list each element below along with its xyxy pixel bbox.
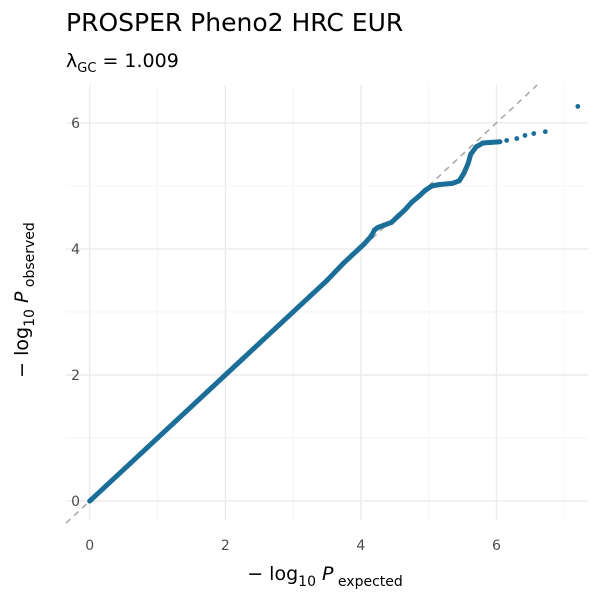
plot-area: [65, 84, 588, 524]
y-label-sub: observed: [22, 222, 38, 291]
point-band-segment: [155, 419, 177, 441]
point-band-segment: [138, 435, 161, 457]
x-axis-label: − log10 P expected: [247, 563, 403, 590]
x-tick-label: 6: [492, 538, 501, 554]
data-point: [542, 129, 548, 135]
point-band-segment: [205, 372, 228, 394]
x-tick-label: 4: [356, 538, 365, 554]
chart-title: PROSPER Pheno2 HRC EUR: [66, 8, 403, 37]
y-tick-label: 0: [71, 494, 80, 510]
y-tick-label: 4: [71, 242, 80, 258]
y-label-var: P: [11, 291, 33, 309]
chart-subtitle: λGC = 1.009: [66, 50, 179, 76]
point-band-segment: [256, 325, 279, 346]
data-point: [575, 104, 581, 109]
lambda-symbol: λ: [66, 50, 77, 72]
point-band-segment: [324, 260, 347, 283]
data-points: [87, 104, 581, 504]
y-tick-label: 2: [71, 368, 80, 384]
point-band-segment: [341, 247, 361, 266]
point-band-segment: [273, 309, 296, 331]
data-point: [522, 133, 528, 138]
x-label-prefix: − log: [247, 563, 298, 585]
y-label-base: 10: [22, 309, 38, 327]
point-band-segment: [239, 340, 262, 362]
x-label-var: P: [316, 563, 334, 585]
x-label-sub: expected: [333, 574, 402, 590]
point-band-segment: [307, 277, 330, 299]
y-axis-label: − log10 P observed: [11, 222, 38, 378]
data-point: [514, 136, 520, 141]
x-axis-ticks: 0 2 4 6: [85, 538, 501, 554]
point-band-segment: [171, 404, 194, 425]
x-tick-label: 2: [221, 538, 230, 554]
lambda-value: 1.009: [124, 50, 178, 72]
point-band-segment: [87, 482, 110, 504]
point-band-segment: [290, 293, 313, 315]
point-band-segment: [104, 467, 127, 488]
x-label-base: 10: [298, 574, 316, 590]
y-label-prefix: − log: [11, 327, 33, 378]
y-axis-ticks: 0 2 4 6: [71, 116, 80, 510]
x-tick-label: 0: [85, 538, 94, 554]
data-point: [531, 131, 537, 136]
lambda-equals: =: [96, 50, 124, 72]
lambda-subscript: GC: [77, 61, 96, 76]
point-band-segment: [121, 451, 144, 473]
point-band-segment: [222, 356, 245, 378]
data-point: [504, 138, 510, 143]
point-band-segment: [488, 139, 503, 145]
point-band-segment: [188, 388, 211, 410]
y-tick-label: 6: [71, 116, 80, 132]
grid: [66, 85, 588, 520]
